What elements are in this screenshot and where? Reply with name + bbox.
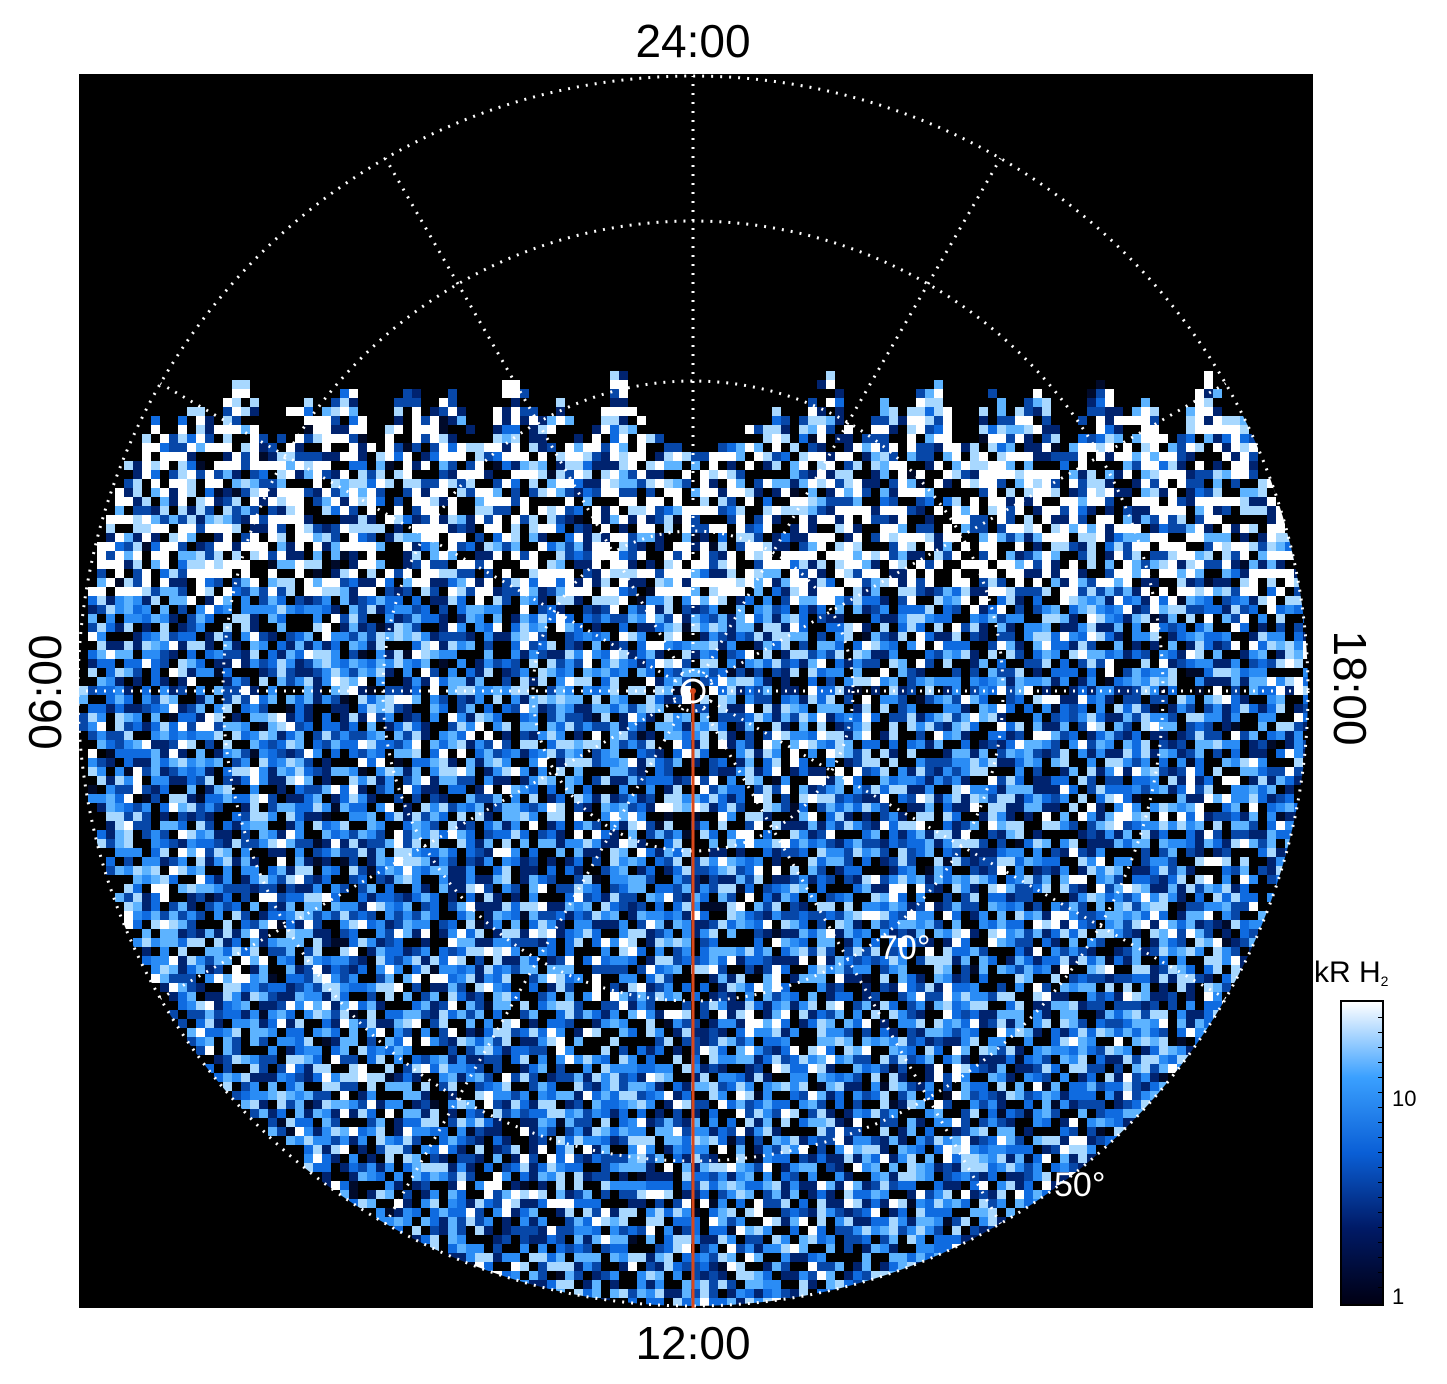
colorbar-tick-1: 1: [1392, 1284, 1405, 1309]
colorbar-minor-tick: [1378, 1062, 1384, 1063]
longitude-line: [384, 707, 685, 1225]
colorbar: [1340, 1000, 1384, 1306]
colorbar-tick-10: 10: [1392, 1086, 1417, 1111]
colorbar-minor-tick: [1378, 1197, 1384, 1198]
longitude-line: [701, 707, 1002, 1225]
pole-marker-icon: [680, 678, 706, 704]
local-time-label-dawn: 06:00: [19, 634, 71, 750]
colorbar-minor-tick: [1378, 1242, 1384, 1243]
latitude-circle: [531, 529, 855, 853]
latitude-label-70: 70°: [879, 929, 930, 967]
colorbar-minor-tick: [1378, 1122, 1384, 1123]
polar-projection-map: 70° 50°: [79, 74, 1313, 1308]
colorbar-minor-tick: [1378, 1167, 1384, 1168]
colorbar-minor-tick: [1378, 1182, 1384, 1183]
colorbar-minor-tick: [1378, 1077, 1384, 1078]
colorbar-minor-tick: [1378, 1107, 1384, 1108]
colorbar-minor-tick: [1378, 1017, 1384, 1018]
colorbar-minor-tick: [1378, 1092, 1384, 1093]
pole-dot: [690, 688, 696, 694]
longitude-line: [709, 699, 1227, 1000]
longitude-line: [159, 699, 677, 1000]
colorbar-minor-tick: [1378, 1047, 1384, 1048]
longitude-line: [159, 382, 677, 683]
colorbar-title: kR H2: [1314, 956, 1389, 989]
colorbar-minor-tick: [1378, 1032, 1384, 1033]
longitude-line: [709, 382, 1227, 683]
local-time-label-midnight: 24:00: [635, 15, 751, 67]
colorbar-minor-tick: [1378, 1257, 1384, 1258]
longitude-line: [701, 157, 1002, 675]
longitude-line: [384, 157, 685, 675]
colorbar-minor-tick: [1378, 1137, 1384, 1138]
colorbar-minor-tick: [1378, 1152, 1384, 1153]
local-time-label-dusk: 18:00: [1324, 630, 1376, 746]
auroral-image: 70° 50°: [79, 74, 1310, 1308]
local-time-label-noon: 12:00: [635, 1317, 751, 1369]
emission-layer: [79, 371, 1308, 1306]
colorbar-minor-tick: [1378, 1227, 1384, 1228]
colorbar-minor-tick: [1378, 1212, 1384, 1213]
latitude-label-50: 50°: [1054, 1166, 1105, 1204]
colorbar-minor-tick: [1378, 1272, 1384, 1273]
colorbar-minor-tick: [1378, 1287, 1384, 1288]
